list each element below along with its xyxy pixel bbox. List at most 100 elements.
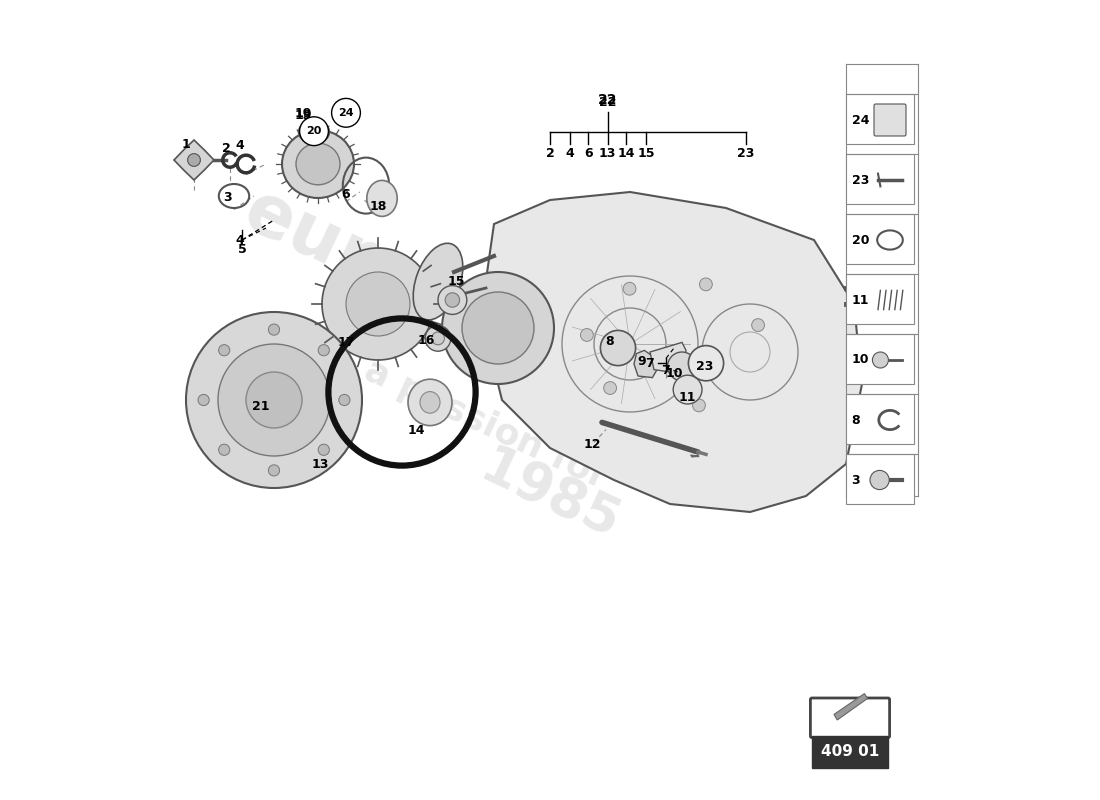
FancyBboxPatch shape <box>846 214 914 264</box>
Text: 8: 8 <box>851 414 860 426</box>
Text: 11: 11 <box>851 294 869 306</box>
Circle shape <box>431 332 444 345</box>
Circle shape <box>186 312 362 488</box>
Text: 4: 4 <box>565 147 574 160</box>
Circle shape <box>299 117 329 146</box>
Circle shape <box>700 278 713 290</box>
Text: 9: 9 <box>638 355 647 368</box>
FancyBboxPatch shape <box>846 334 914 384</box>
Circle shape <box>331 98 361 127</box>
Polygon shape <box>174 140 214 180</box>
Text: 18: 18 <box>370 200 387 213</box>
Text: 17: 17 <box>338 336 354 349</box>
Ellipse shape <box>420 391 440 413</box>
FancyBboxPatch shape <box>874 104 906 136</box>
Circle shape <box>872 352 889 368</box>
Text: 6: 6 <box>584 147 593 160</box>
Circle shape <box>218 344 330 456</box>
Text: 4: 4 <box>235 234 244 246</box>
Circle shape <box>693 399 705 412</box>
Circle shape <box>346 272 410 336</box>
Text: 14: 14 <box>408 424 425 437</box>
Circle shape <box>438 286 466 314</box>
Text: 3: 3 <box>851 474 860 486</box>
Circle shape <box>751 318 764 331</box>
FancyBboxPatch shape <box>846 454 914 504</box>
FancyBboxPatch shape <box>846 394 914 444</box>
Text: 16: 16 <box>417 334 434 346</box>
Text: 23: 23 <box>695 360 713 373</box>
Ellipse shape <box>408 379 452 426</box>
Circle shape <box>604 382 616 394</box>
Text: eurospares: eurospares <box>232 176 675 432</box>
Text: 22: 22 <box>598 96 616 109</box>
Text: 8: 8 <box>606 335 614 348</box>
Text: 24: 24 <box>338 108 354 118</box>
Circle shape <box>624 282 636 295</box>
FancyBboxPatch shape <box>846 94 914 144</box>
Text: 11: 11 <box>679 391 696 404</box>
Text: 1: 1 <box>182 138 190 150</box>
Circle shape <box>668 352 696 381</box>
Text: 20: 20 <box>851 234 869 246</box>
Circle shape <box>426 326 451 351</box>
Circle shape <box>318 444 329 455</box>
FancyBboxPatch shape <box>846 274 914 324</box>
Text: 19: 19 <box>295 109 312 122</box>
Circle shape <box>870 470 889 490</box>
Text: 21: 21 <box>252 400 270 413</box>
Circle shape <box>188 154 200 166</box>
Polygon shape <box>650 342 686 372</box>
Text: 4: 4 <box>235 139 244 152</box>
Bar <box>812 736 888 768</box>
Circle shape <box>446 293 460 307</box>
Text: 2: 2 <box>221 142 230 154</box>
Text: 19: 19 <box>295 107 312 120</box>
Text: 5: 5 <box>238 243 246 256</box>
Text: 23: 23 <box>737 147 755 160</box>
Circle shape <box>462 292 534 364</box>
Circle shape <box>219 345 230 356</box>
Circle shape <box>581 329 593 342</box>
Text: 3: 3 <box>223 191 232 204</box>
Text: 20: 20 <box>306 126 321 136</box>
FancyBboxPatch shape <box>811 698 890 738</box>
Circle shape <box>322 248 434 360</box>
Text: 23: 23 <box>851 174 869 186</box>
Circle shape <box>442 272 554 384</box>
Text: 7: 7 <box>646 357 654 370</box>
Ellipse shape <box>282 130 354 198</box>
FancyBboxPatch shape <box>846 154 914 204</box>
Polygon shape <box>486 192 862 512</box>
Ellipse shape <box>296 143 340 185</box>
Text: 13: 13 <box>311 458 329 470</box>
Circle shape <box>673 375 702 404</box>
Text: 409 01: 409 01 <box>821 745 879 759</box>
Text: 24: 24 <box>851 114 869 126</box>
Circle shape <box>246 372 302 428</box>
Text: 1985: 1985 <box>473 442 627 550</box>
Circle shape <box>318 345 329 356</box>
Text: 13: 13 <box>598 147 616 160</box>
Text: 12: 12 <box>584 438 602 450</box>
Text: 10: 10 <box>666 367 683 380</box>
Circle shape <box>268 465 279 476</box>
Text: 14: 14 <box>617 147 635 160</box>
Circle shape <box>689 346 724 381</box>
Polygon shape <box>834 694 868 720</box>
Text: 10: 10 <box>851 354 869 366</box>
Text: 2: 2 <box>546 147 554 160</box>
Circle shape <box>219 444 230 455</box>
Circle shape <box>268 324 279 335</box>
Circle shape <box>339 394 350 406</box>
Text: 6: 6 <box>342 188 350 201</box>
Circle shape <box>198 394 209 406</box>
Circle shape <box>601 330 636 366</box>
Polygon shape <box>634 350 658 378</box>
Text: 7: 7 <box>661 364 670 377</box>
Ellipse shape <box>366 180 397 216</box>
Text: 22: 22 <box>597 93 617 107</box>
Text: 15: 15 <box>448 275 465 288</box>
Text: 15: 15 <box>637 147 654 160</box>
Ellipse shape <box>414 243 463 320</box>
